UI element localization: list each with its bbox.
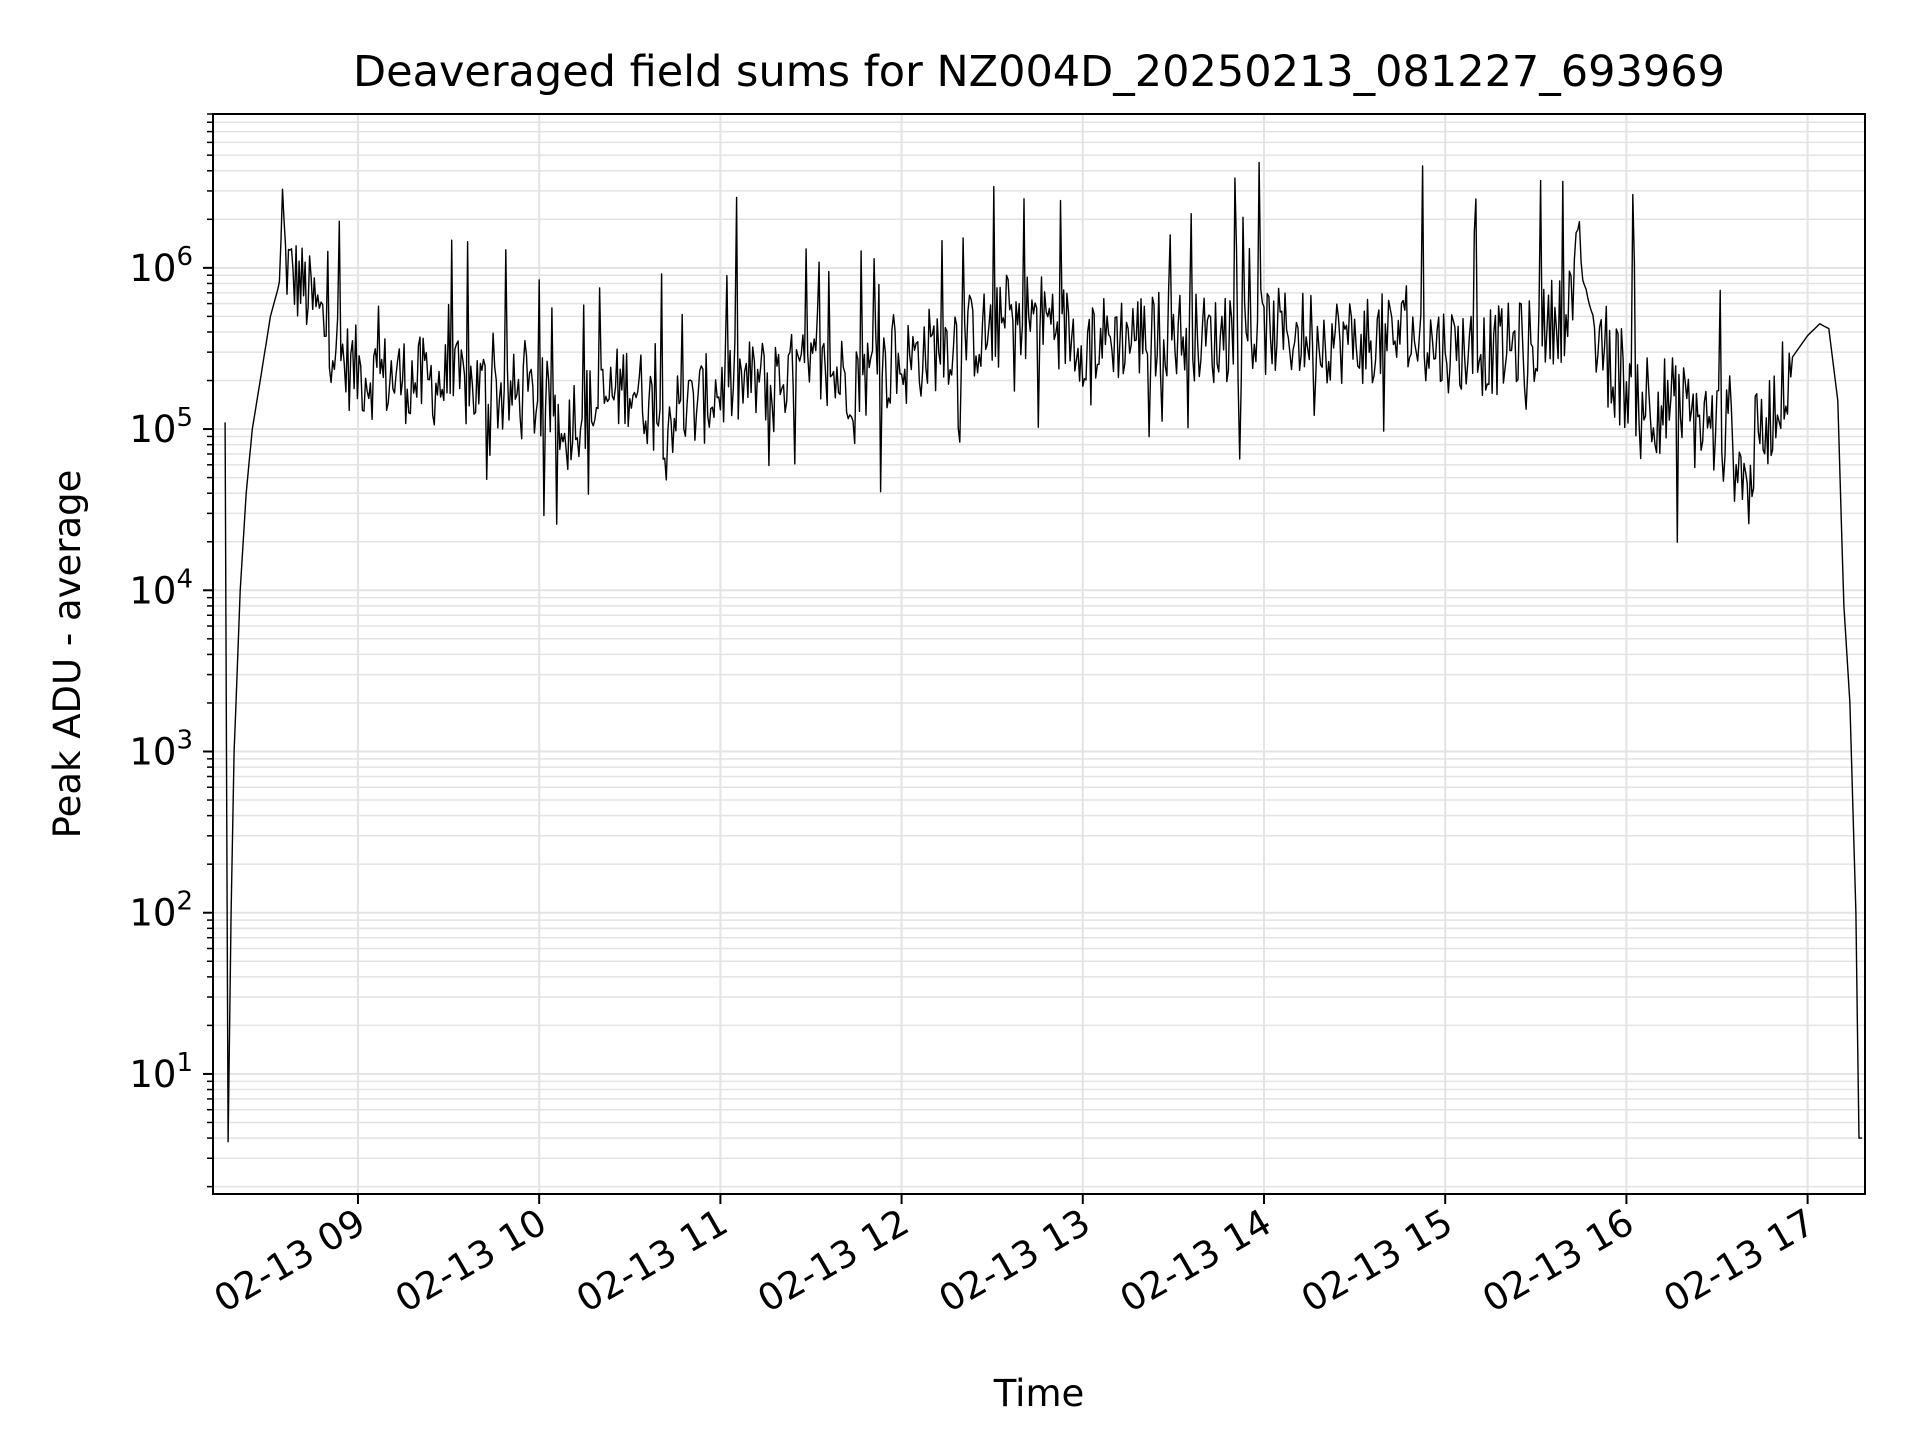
y-tick-label-exponent: 6: [176, 242, 193, 272]
y-tick-label: 104: [129, 564, 193, 612]
y-tick-label-base: 10: [129, 730, 176, 773]
x-axis-label: Time: [993, 1372, 1085, 1415]
y-tick-label-exponent: 2: [176, 887, 193, 917]
y-tick-label-exponent: 3: [176, 725, 193, 755]
y-tick-label: 102: [129, 887, 193, 935]
y-tick-label-base: 10: [129, 408, 176, 451]
y-tick-label: 106: [129, 242, 193, 290]
y-tick-label-base: 10: [129, 247, 176, 290]
grid: [213, 113, 1865, 1194]
series-line: [224, 161, 1862, 1143]
y-tick-label-exponent: 1: [176, 1048, 193, 1078]
y-tick-label-exponent: 5: [176, 403, 193, 433]
y-tick-label-base: 10: [129, 1053, 176, 1096]
y-tick-label: 103: [129, 725, 193, 773]
y-tick-label-base: 10: [129, 892, 176, 935]
y-tick-label: 101: [129, 1048, 193, 1096]
y-tick-label-exponent: 4: [176, 564, 193, 594]
series-layer: [224, 161, 1862, 1143]
y-axis-label: Peak ADU - average: [46, 470, 89, 839]
y-tick-label-base: 10: [129, 569, 176, 612]
y-tick-label: 105: [129, 403, 193, 451]
chart-title: Deaveraged field sums for NZ004D_2025021…: [353, 47, 1725, 97]
